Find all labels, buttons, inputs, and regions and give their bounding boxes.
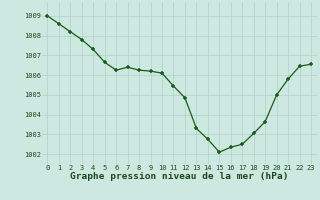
X-axis label: Graphe pression niveau de la mer (hPa): Graphe pression niveau de la mer (hPa) <box>70 172 288 181</box>
